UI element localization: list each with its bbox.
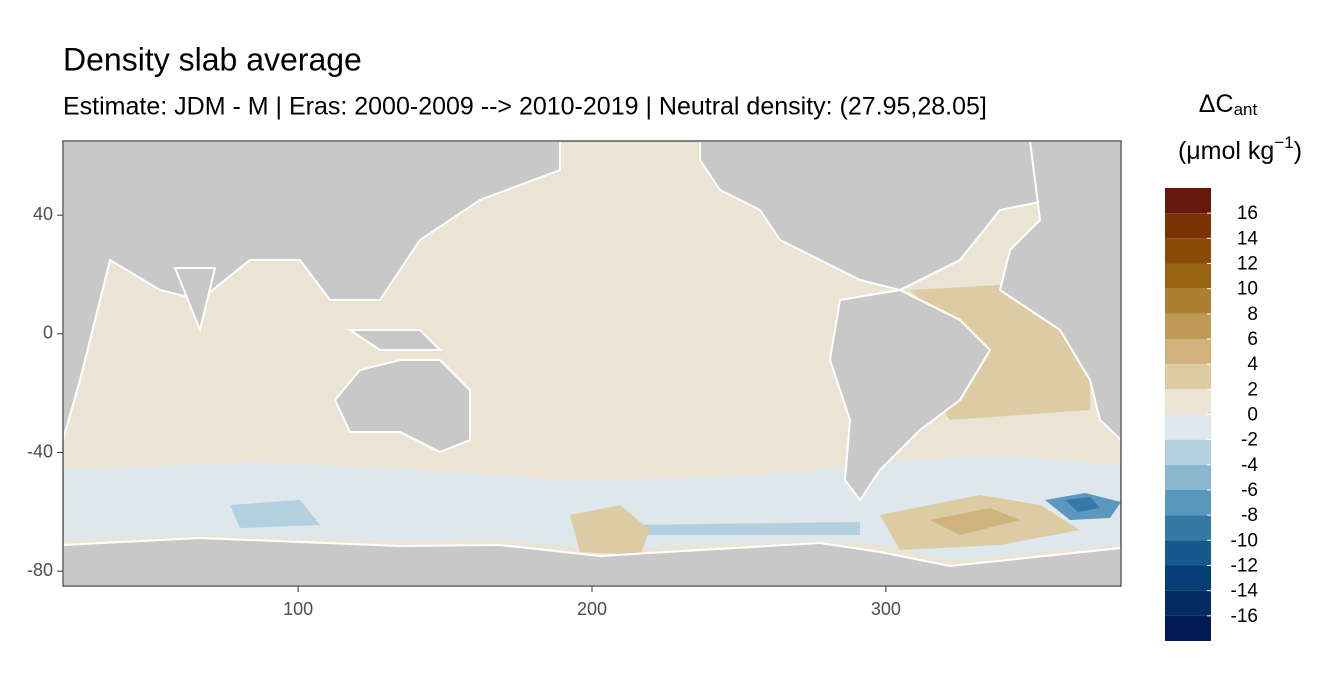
map xyxy=(62,140,1122,587)
tan-patch xyxy=(570,505,650,555)
legend-swatch xyxy=(1165,188,1211,214)
y-tick-label: -80 xyxy=(27,560,53,580)
land xyxy=(173,267,217,334)
land xyxy=(62,140,561,441)
legend-unit: (μmol kg−1) xyxy=(1178,133,1302,164)
x-tick-label: 200 xyxy=(577,599,607,619)
legend-label: 2 xyxy=(1247,379,1258,400)
land xyxy=(828,288,992,502)
x-tick-label: 300 xyxy=(871,599,901,619)
legend-swatch xyxy=(1165,288,1211,314)
legend-label: -2 xyxy=(1241,430,1258,451)
legend-label: -6 xyxy=(1241,480,1258,501)
legend-label: 14 xyxy=(1237,228,1259,249)
legend-swatch xyxy=(1165,590,1211,616)
y-tick-label: -40 xyxy=(27,441,53,461)
legend-swatch xyxy=(1165,339,1211,365)
legend-swatch xyxy=(1165,464,1211,490)
land xyxy=(346,329,443,351)
blue-patch xyxy=(1065,497,1100,512)
legend-label: -14 xyxy=(1231,581,1259,602)
legend-label: 10 xyxy=(1237,279,1258,300)
legend-swatch xyxy=(1165,213,1211,239)
legend-swatch xyxy=(1165,540,1211,566)
blue-patch xyxy=(620,522,860,535)
legend-label: 12 xyxy=(1237,254,1258,275)
tan-patch xyxy=(930,508,1020,535)
y-tick-label: 0 xyxy=(43,323,53,343)
legend-title: ΔCant xyxy=(1199,90,1258,120)
legend-label: 6 xyxy=(1247,329,1258,350)
blue-patch xyxy=(230,500,320,528)
legend-swatch xyxy=(1165,238,1211,264)
legend-label: 4 xyxy=(1247,354,1258,375)
legend-label: -4 xyxy=(1241,455,1258,476)
legend-label: -10 xyxy=(1231,530,1258,551)
legend-swatch xyxy=(1165,490,1211,516)
x-tick-label: 100 xyxy=(283,599,313,619)
legend-label: 0 xyxy=(1247,405,1258,426)
legend-label: -12 xyxy=(1231,556,1258,577)
legend-swatch xyxy=(1165,364,1211,390)
legend-swatch xyxy=(1165,414,1211,440)
legend-swatch xyxy=(1165,515,1211,541)
legend-label: -16 xyxy=(1231,606,1258,627)
legend-swatch xyxy=(1165,439,1211,465)
chart-title: Density slab average xyxy=(63,41,362,77)
legend-label: 16 xyxy=(1237,203,1258,224)
land xyxy=(333,359,471,454)
legend-swatch xyxy=(1165,313,1211,339)
legend-swatch xyxy=(1165,389,1211,415)
legend-label: -8 xyxy=(1241,505,1258,526)
legend-swatch xyxy=(1165,263,1211,289)
legend-label: 8 xyxy=(1247,304,1258,325)
chart-subtitle: Estimate: JDM - M | Eras: 2000-2009 --> … xyxy=(63,93,987,121)
legend-swatch xyxy=(1165,565,1211,591)
legend-swatch xyxy=(1165,615,1211,641)
y-tick-label: 40 xyxy=(33,204,53,224)
